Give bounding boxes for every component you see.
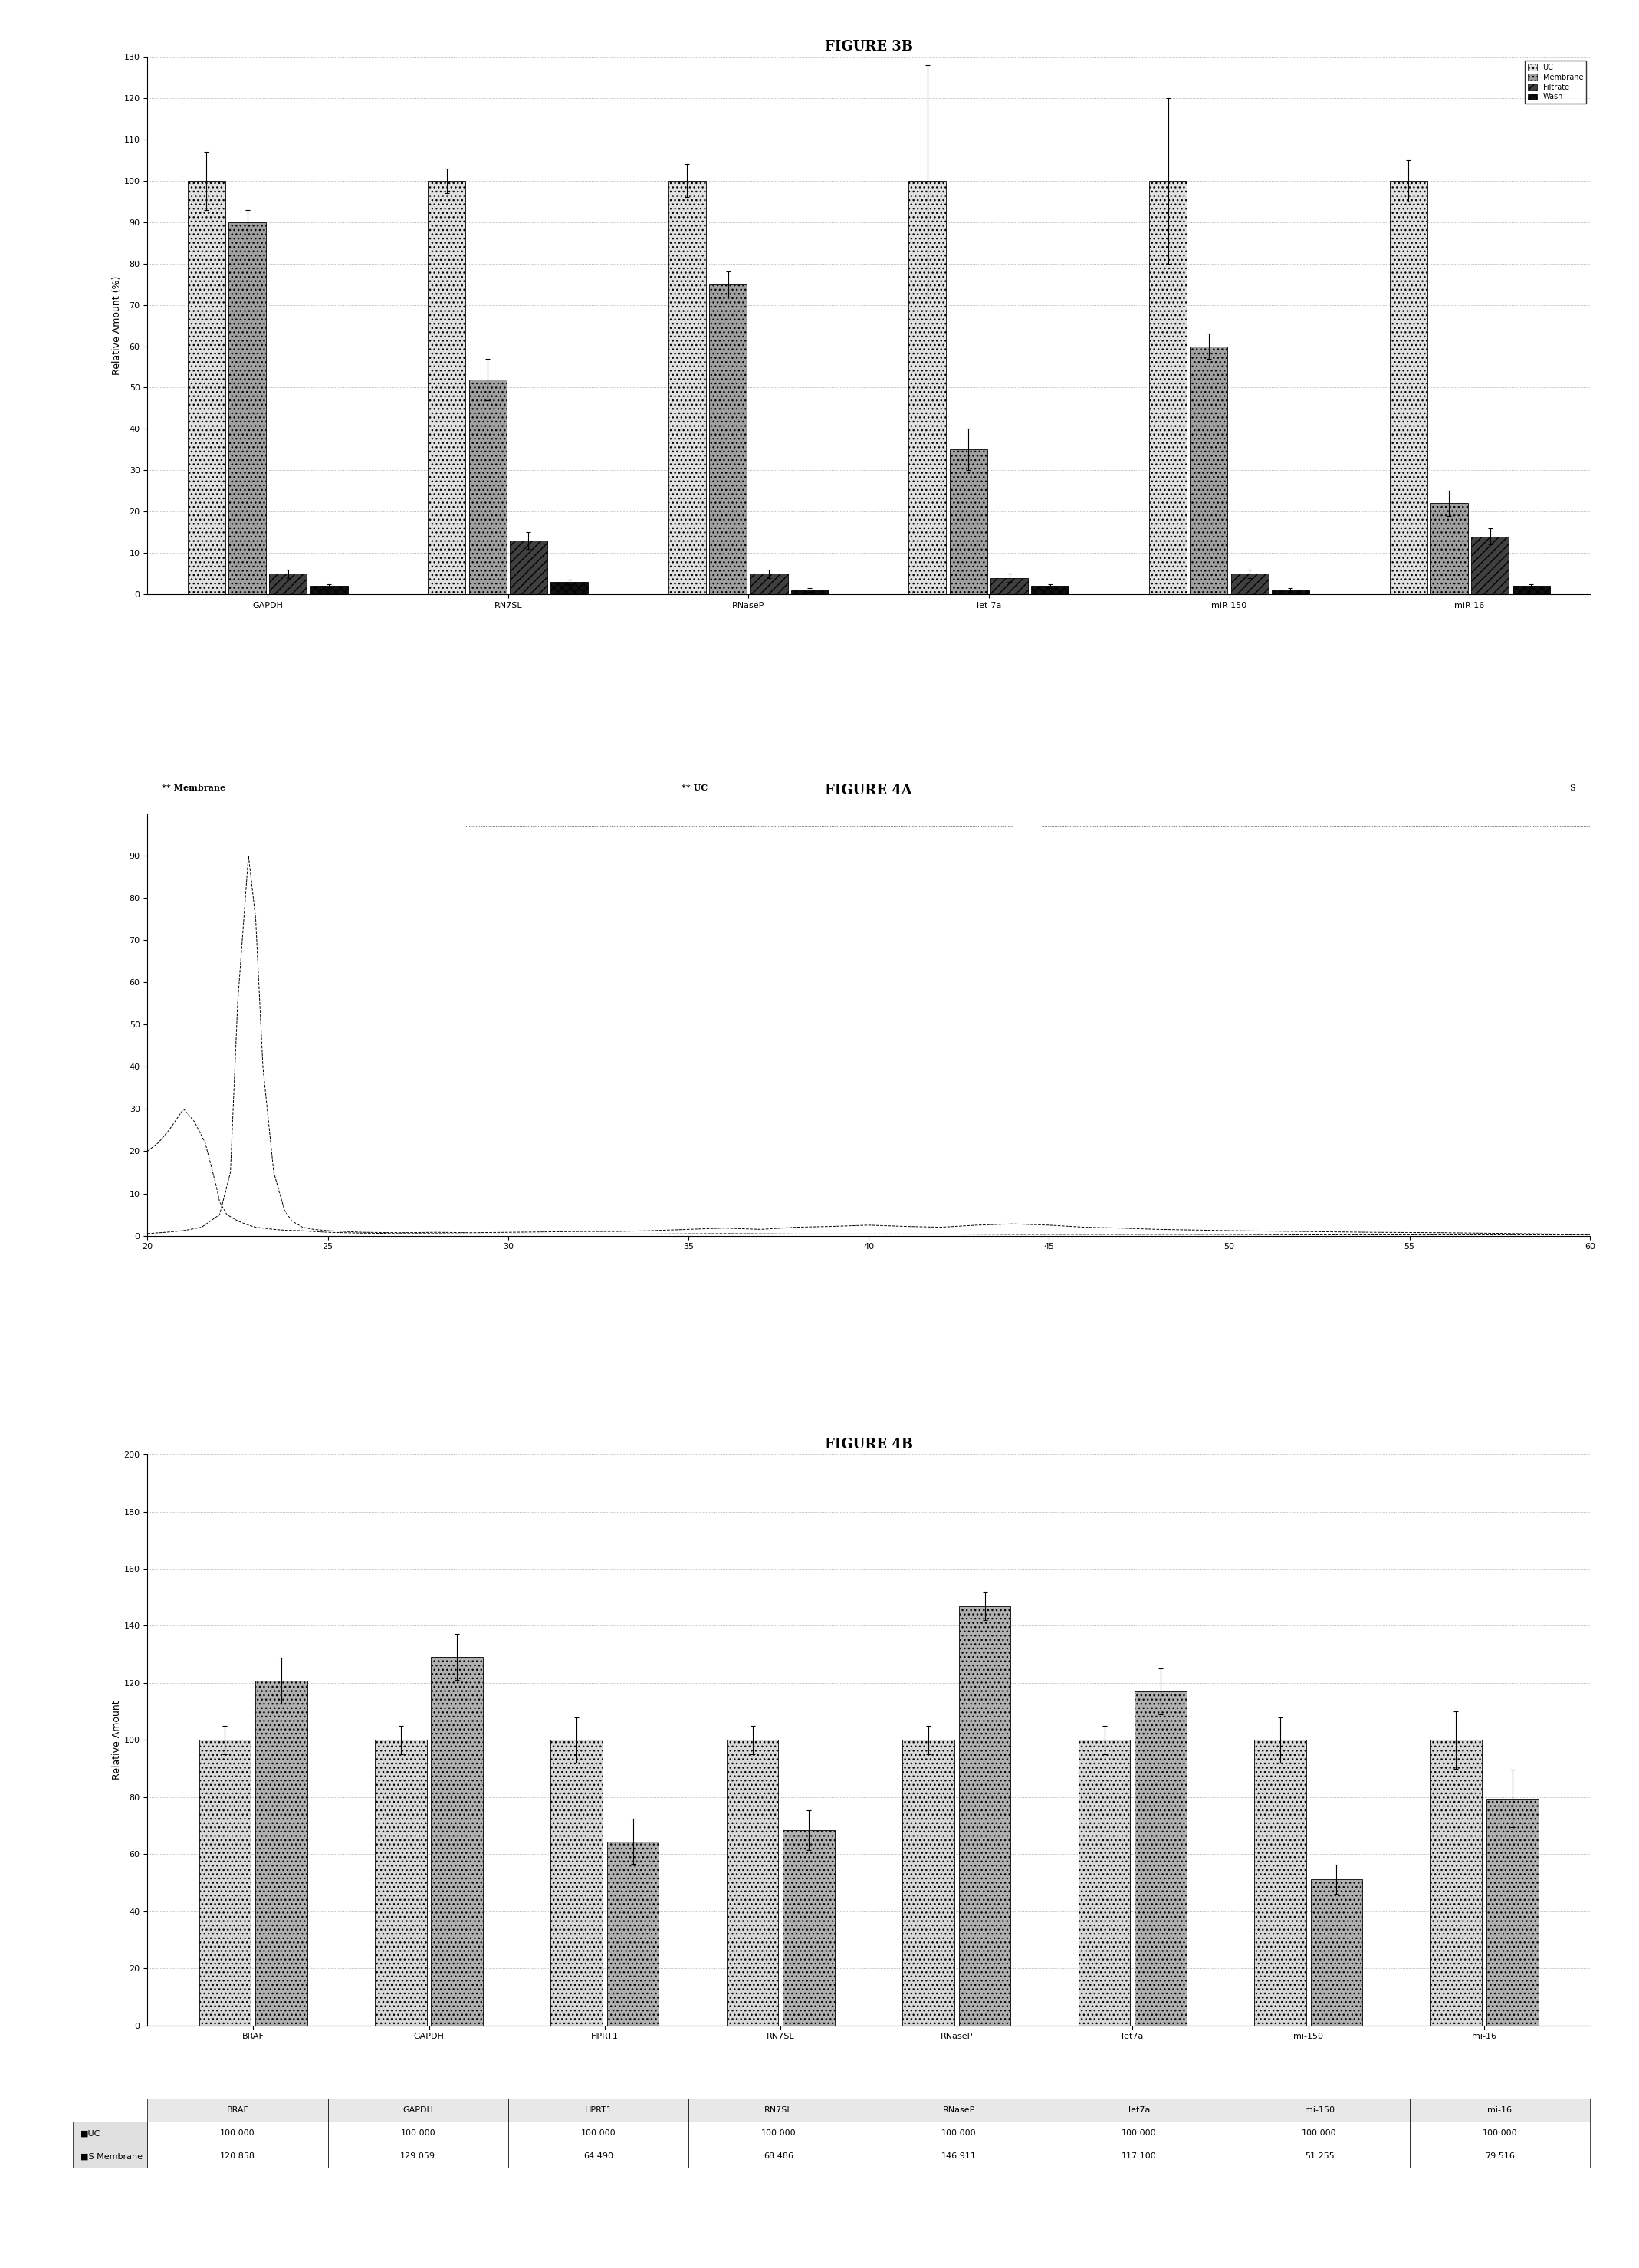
Bar <box>751 574 788 594</box>
Title: FIGURE 3B: FIGURE 3B <box>824 39 913 54</box>
Bar <box>783 1830 834 2025</box>
Bar <box>1149 181 1187 594</box>
Bar <box>949 449 987 594</box>
Bar <box>959 1606 1011 2025</box>
Bar <box>990 578 1028 594</box>
Bar <box>1311 1880 1362 2025</box>
Bar <box>1031 585 1069 594</box>
Bar <box>710 284 747 594</box>
Bar <box>1078 1740 1131 2025</box>
Bar <box>431 1658 484 2025</box>
Bar <box>1190 347 1228 594</box>
Bar <box>1431 503 1469 594</box>
Bar <box>792 590 829 594</box>
Bar <box>1272 590 1310 594</box>
Bar <box>256 1681 306 2025</box>
Legend: UC, Membrane, Filtrate, Wash: UC, Membrane, Filtrate, Wash <box>1524 61 1587 104</box>
Bar <box>1134 1692 1187 2025</box>
Bar <box>269 574 306 594</box>
Bar <box>187 181 225 594</box>
Bar <box>1513 585 1550 594</box>
Bar <box>908 181 946 594</box>
Bar <box>510 540 547 594</box>
Bar <box>228 222 266 594</box>
Title: FIGURE 4A: FIGURE 4A <box>824 782 913 796</box>
Title: FIGURE 4B: FIGURE 4B <box>824 1438 913 1452</box>
Bar <box>551 1740 603 2025</box>
Bar <box>310 585 347 594</box>
Bar <box>428 181 465 594</box>
Bar <box>669 181 706 594</box>
Bar <box>1431 1740 1482 2025</box>
Bar <box>198 1740 251 2025</box>
Bar <box>1390 181 1428 594</box>
Bar <box>606 1842 659 2025</box>
Y-axis label: Relative Amount (%): Relative Amount (%) <box>111 277 121 374</box>
Text: ** UC: ** UC <box>682 785 708 792</box>
Text: ** Membrane: ** Membrane <box>162 785 226 792</box>
Bar <box>726 1740 779 2025</box>
Bar <box>469 379 506 594</box>
Bar <box>551 583 588 594</box>
Bar <box>1487 1799 1539 2025</box>
Bar <box>375 1740 426 2025</box>
Bar <box>1472 538 1510 594</box>
Text: S: S <box>1570 785 1575 792</box>
Y-axis label: Relative Amount: Relative Amount <box>111 1701 121 1780</box>
Bar <box>903 1740 954 2025</box>
Bar <box>1254 1740 1306 2025</box>
Bar <box>1231 574 1269 594</box>
